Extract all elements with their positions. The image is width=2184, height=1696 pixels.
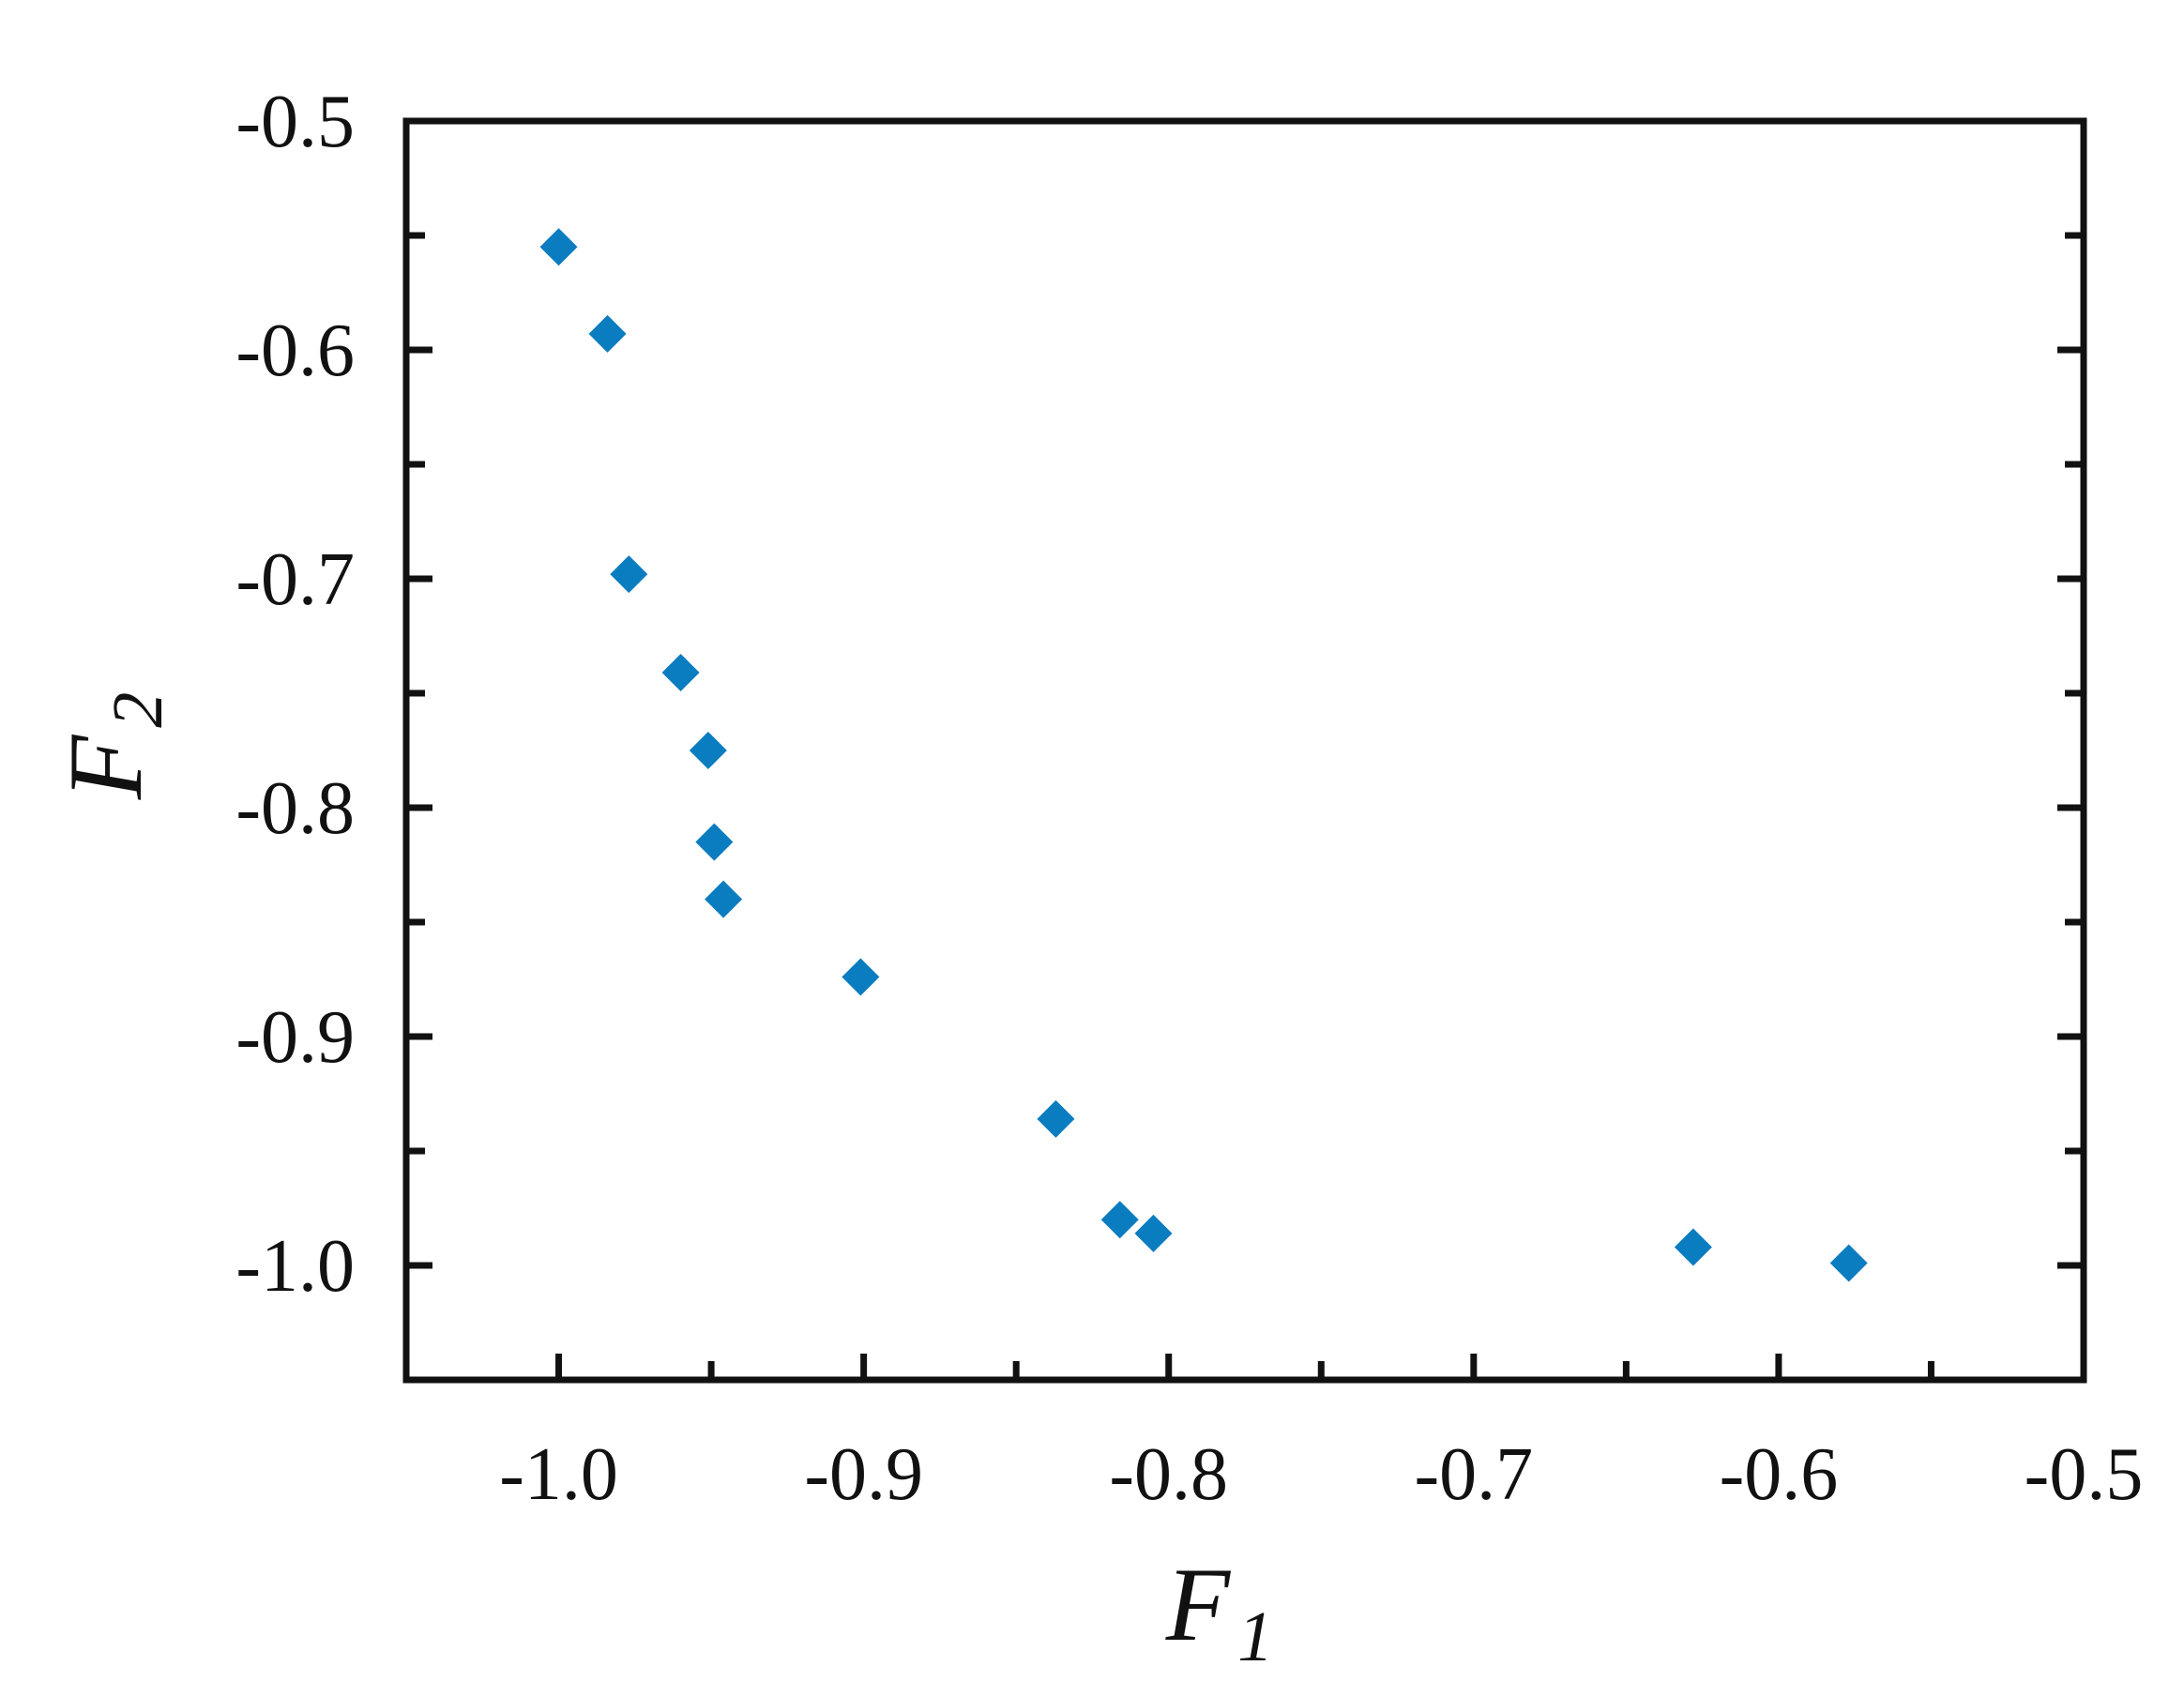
y-tick-label: -1.0 <box>235 1225 355 1308</box>
y-tick-labels: -1.0 -0.9 -0.8 -0.7 -0.6 -0.5 <box>235 81 355 1308</box>
x-tick-labels: -1.0 -0.9 -0.8 -0.7 -0.6 -0.5 <box>499 1433 2143 1516</box>
y-axis-title: F2 <box>48 692 177 800</box>
y-tick-label: -0.7 <box>235 538 355 621</box>
data-point <box>695 823 734 861</box>
data-point <box>539 228 578 266</box>
data-point <box>689 732 727 769</box>
x-tick-label: -0.5 <box>2025 1433 2144 1516</box>
plot-frame <box>402 117 2087 1384</box>
data-point <box>661 654 700 692</box>
x-tick-label: -0.8 <box>1109 1433 1228 1516</box>
y-tick-label: -0.9 <box>235 996 355 1079</box>
y-tick-label: -0.5 <box>235 81 355 163</box>
y-tick-label: -0.8 <box>235 767 355 850</box>
data-points <box>539 228 1868 1282</box>
data-point <box>705 880 743 918</box>
y-tick-label: -0.6 <box>235 310 355 392</box>
data-point <box>842 958 880 996</box>
x-tick-label: -0.9 <box>804 1433 923 1516</box>
x-tick-label: -0.7 <box>1414 1433 1533 1516</box>
data-point <box>1100 1201 1139 1239</box>
x-tick-label: -0.6 <box>1720 1433 1839 1516</box>
minor-ticks <box>406 232 2084 1380</box>
major-ticks <box>406 117 2087 1380</box>
data-point <box>1829 1244 1868 1282</box>
data-point <box>588 314 627 353</box>
data-point <box>1134 1214 1173 1252</box>
data-point <box>610 555 648 594</box>
data-point <box>1674 1228 1712 1266</box>
x-tick-label: -1.0 <box>499 1433 618 1516</box>
data-point <box>1037 1099 1075 1138</box>
